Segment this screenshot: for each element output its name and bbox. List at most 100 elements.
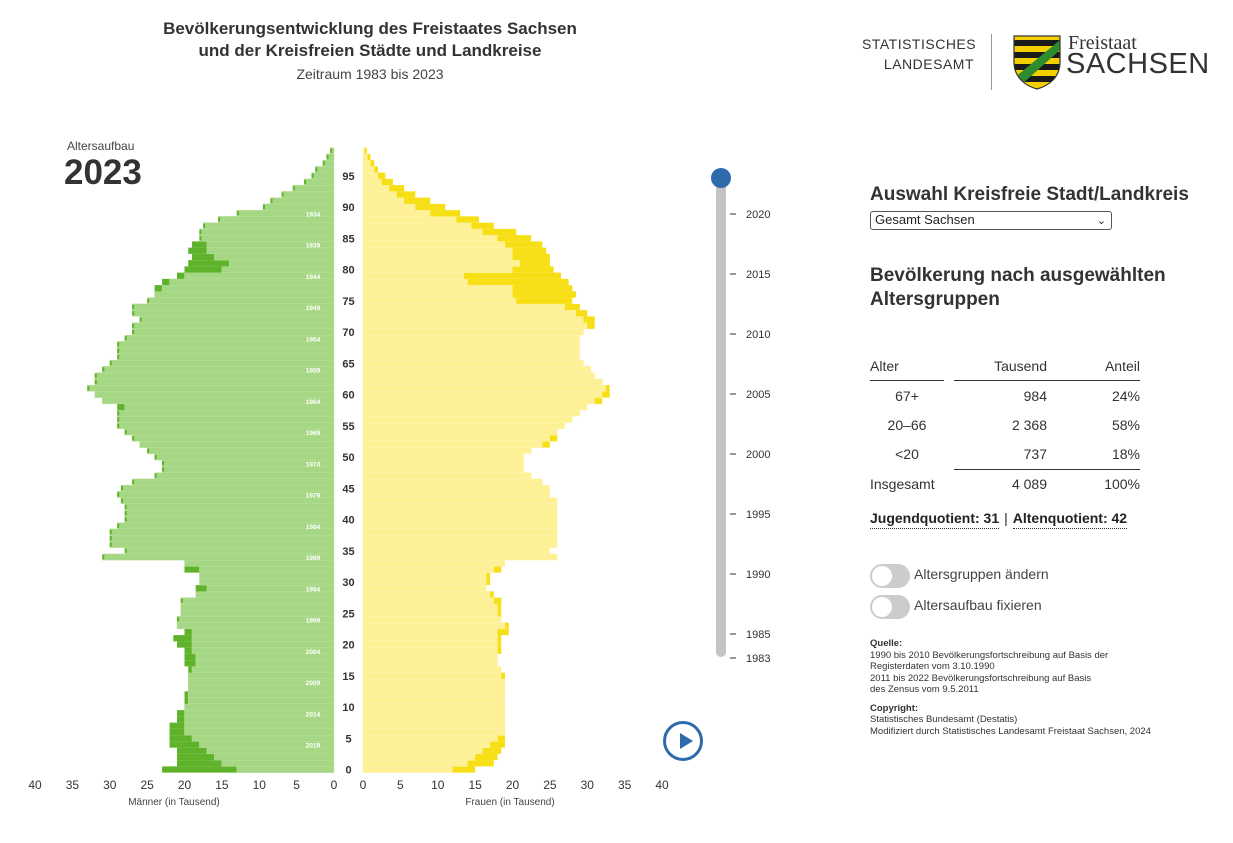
total-anteil: 100% bbox=[1047, 468, 1140, 499]
female-bar-1983-excess bbox=[583, 316, 595, 323]
female-bar-2023 bbox=[362, 541, 558, 548]
female-bar-2023 bbox=[362, 347, 580, 355]
male-bar-1983-marker bbox=[94, 379, 97, 385]
female-bar-1983-excess bbox=[490, 741, 506, 748]
female-bar-2023 bbox=[362, 203, 416, 211]
female-bar-1983-excess bbox=[381, 178, 393, 186]
male-bar-1983-marker bbox=[117, 423, 120, 428]
female-bar-2023 bbox=[362, 659, 498, 667]
male-bar-2023 bbox=[188, 691, 335, 698]
female-bar-1983-excess bbox=[512, 253, 550, 261]
jugendquotient[interactable]: Jugendquotient: 31 bbox=[870, 510, 1000, 529]
male-bar-2023 bbox=[124, 403, 335, 411]
copyright-label: Copyright: bbox=[870, 702, 919, 714]
female-bar-2023 bbox=[362, 753, 476, 761]
female-x-tick: 20 bbox=[506, 778, 520, 792]
male-bar-2023 bbox=[117, 347, 335, 355]
year-tick-label: 2010 bbox=[746, 329, 770, 341]
year-slider-handle[interactable] bbox=[711, 168, 731, 188]
male-bar-2023 bbox=[315, 166, 335, 173]
male-bar-1983-marker bbox=[292, 186, 295, 191]
female-x-tick: 25 bbox=[543, 778, 557, 792]
male-bar-1983-marker bbox=[87, 386, 90, 391]
female-bar-2023 bbox=[362, 478, 543, 486]
female-bar-2023 bbox=[362, 766, 453, 773]
year-tick-label: 1985 bbox=[746, 629, 770, 641]
male-bar-1983-marker bbox=[117, 492, 120, 497]
male-bar-2023 bbox=[131, 309, 335, 317]
quelle-line: 1990 bis 2010 Bevölkerungsfortschreibung… bbox=[870, 649, 1109, 661]
altenquotient[interactable]: Altenquotient: 42 bbox=[1012, 510, 1128, 529]
female-bar-2023 bbox=[362, 472, 532, 480]
female-bar-2023 bbox=[362, 153, 368, 161]
male-bar-2023 bbox=[102, 397, 335, 405]
male-bar-2023 bbox=[188, 672, 335, 680]
row-alter: 20–66 bbox=[887, 416, 927, 433]
toggle-switch[interactable] bbox=[870, 564, 910, 588]
male-bar-1983-excess bbox=[184, 566, 200, 573]
female-bar-2023 bbox=[362, 241, 506, 248]
male-bar-2023 bbox=[229, 259, 335, 267]
male-bar-2023 bbox=[214, 753, 335, 761]
male-bar-2023 bbox=[131, 478, 335, 486]
logo-freistaat: Freistaat bbox=[1068, 32, 1137, 54]
male-bar-1983-marker bbox=[180, 598, 183, 603]
female-bar-1983-excess bbox=[364, 147, 367, 154]
toggle-fixieren[interactable]: Altersaufbau fixieren bbox=[870, 595, 1170, 621]
male-bar-2023 bbox=[195, 659, 335, 667]
male-bar-2023 bbox=[94, 391, 335, 398]
age-tick-label: 30 bbox=[342, 577, 354, 589]
female-bar-2023 bbox=[362, 309, 577, 317]
male-bar-1983-excess bbox=[177, 716, 185, 723]
female-bar-1983-excess bbox=[482, 747, 502, 754]
male-bar-2023 bbox=[191, 666, 335, 673]
male-bar-2023 bbox=[184, 703, 335, 711]
male-bar-1983-marker bbox=[162, 461, 165, 466]
female-x-tick: 0 bbox=[360, 778, 367, 792]
header-anteil: Anteil bbox=[1047, 351, 1140, 381]
year-slider-track[interactable] bbox=[716, 176, 726, 657]
female-bar-1983-excess bbox=[467, 278, 569, 286]
header-alter: Alter bbox=[870, 351, 944, 381]
male-bar-2023 bbox=[120, 484, 335, 492]
female-bar-1983-excess bbox=[594, 397, 603, 404]
female-bar-2023 bbox=[362, 453, 524, 461]
female-bar-2023 bbox=[362, 716, 506, 723]
male-bar-2023 bbox=[180, 603, 335, 611]
male-bar-1983-marker bbox=[322, 161, 325, 166]
female-bar-2023 bbox=[362, 228, 483, 236]
male-bar-1983-marker bbox=[132, 311, 135, 316]
total-tausend: 4 089 bbox=[954, 468, 1047, 499]
male-bar-2023 bbox=[124, 503, 335, 511]
birth-year-label: 1934 bbox=[306, 211, 321, 218]
table-row: 67+ 984 24% bbox=[870, 381, 1140, 411]
female-bar-2023 bbox=[362, 178, 382, 186]
age-tick-label: 70 bbox=[342, 327, 354, 339]
region-select-value: Gesamt Sachsen bbox=[875, 212, 975, 227]
male-axis-label: Männer (in Tausend) bbox=[128, 797, 220, 808]
female-bar-2023 bbox=[362, 166, 375, 173]
male-bar-1983-marker bbox=[154, 454, 157, 460]
male-bar-1983-marker bbox=[154, 473, 157, 478]
female-bar-2023 bbox=[362, 341, 580, 348]
female-bar-2023 bbox=[362, 509, 558, 517]
male-bar-2023 bbox=[139, 441, 335, 448]
male-bar-2023 bbox=[131, 434, 335, 442]
female-bar-2023 bbox=[362, 434, 551, 442]
female-bar-2023 bbox=[362, 741, 491, 748]
female-bar-2023 bbox=[362, 253, 513, 261]
toggle-switch[interactable] bbox=[870, 595, 910, 619]
male-bar-2023 bbox=[191, 634, 335, 642]
row-anteil: 24% bbox=[1111, 387, 1140, 404]
year-tick-label: 2000 bbox=[746, 449, 770, 461]
male-x-tick: 0 bbox=[331, 778, 338, 792]
male-bar-1983-excess bbox=[177, 753, 215, 761]
female-bar-1983-excess bbox=[415, 203, 446, 211]
female-bar-2023 bbox=[362, 303, 566, 311]
male-bar-1983-marker bbox=[132, 323, 135, 328]
region-select[interactable]: Gesamt Sachsen ⌄ bbox=[870, 211, 1112, 230]
birth-year-label: 2004 bbox=[306, 649, 321, 656]
play-button[interactable] bbox=[663, 721, 703, 761]
toggle-altersgruppen[interactable]: Altersgruppen ändern bbox=[870, 564, 1170, 590]
female-bar-1983-excess bbox=[512, 247, 547, 254]
